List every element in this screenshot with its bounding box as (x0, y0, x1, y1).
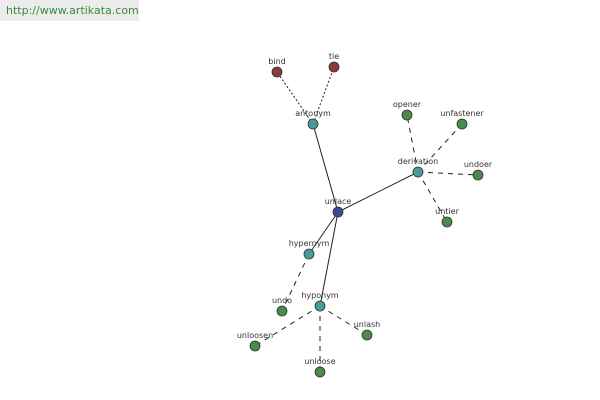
node-label: opener (393, 100, 422, 109)
node-label: unlash (354, 320, 381, 329)
node-label: unloose (304, 357, 335, 366)
edge (337, 171, 419, 213)
edge (417, 123, 463, 173)
edge (312, 123, 339, 213)
node (441, 216, 453, 228)
node-label: unfastener (440, 109, 484, 118)
node (361, 329, 373, 341)
edge (254, 305, 321, 347)
node (332, 206, 344, 218)
edge (281, 253, 310, 312)
node-label: bind (268, 57, 285, 66)
node (472, 169, 484, 181)
node (456, 118, 468, 130)
node-label: derivation (398, 157, 438, 166)
node (271, 66, 283, 78)
node (249, 340, 261, 352)
node-label: undoer (464, 160, 493, 169)
node-label: antonym (295, 109, 331, 118)
node-label: hyponym (301, 291, 339, 300)
node-label: tie (329, 52, 339, 61)
node (307, 118, 319, 130)
node-label: unloosen (237, 331, 273, 340)
edge (417, 171, 479, 176)
node (314, 300, 326, 312)
node-label: untier (435, 207, 459, 216)
edge (308, 211, 339, 255)
node-label: undo (272, 296, 292, 305)
edge (319, 211, 339, 307)
node (276, 305, 288, 317)
node (303, 248, 315, 260)
edge (276, 71, 314, 125)
node (328, 61, 340, 73)
node (314, 366, 326, 378)
node-label: unlace (325, 197, 352, 206)
node (412, 166, 424, 178)
site-url[interactable]: http://www.artikata.com (0, 0, 139, 21)
node (401, 109, 413, 121)
node-label: hypernym (289, 239, 330, 248)
